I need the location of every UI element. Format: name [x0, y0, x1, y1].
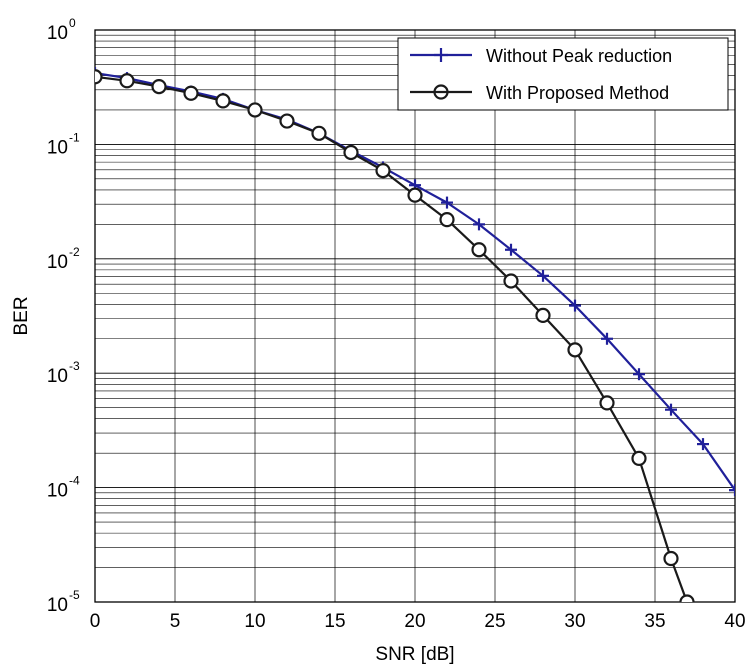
data-point-circle: [535, 307, 551, 324]
x-tick-label: 15: [324, 611, 345, 632]
data-point-circle: [663, 550, 679, 567]
y-tick-exponent: -1: [69, 130, 80, 144]
data-point-plus: [665, 403, 677, 416]
data-point-plus: [569, 299, 581, 312]
y-tick-label: 10: [47, 366, 68, 387]
x-tick-label: 40: [724, 611, 745, 632]
data-point-plus: [505, 243, 517, 256]
data-point-circle: [343, 144, 359, 161]
series-layer: [95, 67, 735, 602]
y-tick-label: 10: [47, 481, 68, 502]
legend-label-proposed: With Proposed Method: [486, 83, 669, 103]
data-point-plus: [633, 368, 645, 381]
x-tick-label: 35: [644, 611, 665, 632]
y-tick-exponent: -5: [69, 588, 80, 602]
legend-marker-plus: [434, 48, 448, 62]
y-tick-label: 10: [47, 137, 68, 158]
y-tick-label: 10: [47, 252, 68, 273]
data-point-plus: [537, 269, 549, 282]
data-point-circle: [215, 93, 231, 109]
data-point-circle: [407, 187, 423, 203]
y-tick-exponent: -2: [69, 245, 80, 259]
data-point-circle: [375, 163, 391, 179]
data-point-circle: [183, 85, 199, 101]
y-tick-exponent: 0: [69, 16, 76, 30]
data-point-circle: [311, 125, 327, 141]
data-point-plus: [441, 196, 453, 209]
data-point-circle: [631, 450, 647, 466]
legend-box: [397, 37, 729, 111]
y-tick-label: 10: [47, 595, 68, 616]
data-point-circle: [599, 395, 615, 411]
legend: Without Peak reduction With Proposed Met…: [397, 37, 729, 111]
x-tick-label: 5: [170, 611, 181, 632]
plot-frame: [94, 29, 736, 603]
data-point-circle: [503, 273, 519, 289]
legend-marker-circle: [433, 84, 449, 100]
data-point-circle: [151, 79, 167, 95]
data-point-circle: [247, 102, 263, 118]
x-tick-label: 10: [244, 611, 265, 632]
legend-label-without-peak: Without Peak reduction: [486, 46, 672, 66]
data-point-plus: [729, 484, 735, 497]
data-point-circle: [95, 69, 103, 85]
data-point-circle: [279, 113, 295, 129]
data-point-circle: [679, 594, 695, 602]
y-axis-label: BER: [11, 296, 32, 335]
x-tick-label: 0: [90, 611, 101, 632]
x-tick-label: 30: [564, 611, 585, 632]
y-tick-label: 10: [47, 23, 68, 44]
x-tick-label: 25: [484, 611, 505, 632]
data-point-circle: [439, 212, 455, 228]
data-point-circle: [119, 73, 135, 89]
series-with-proposed-method: [95, 69, 695, 602]
y-tick-exponent: -4: [69, 474, 80, 488]
data-point-plus: [601, 332, 613, 345]
data-point-plus: [473, 218, 485, 231]
x-tick-label: 20: [404, 611, 425, 632]
x-axis-label: SNR [dB]: [375, 644, 454, 665]
data-point-circle: [567, 342, 583, 358]
y-tick-exponent: -3: [69, 359, 80, 373]
data-point-circle: [471, 242, 487, 258]
data-point-plus: [697, 438, 709, 451]
